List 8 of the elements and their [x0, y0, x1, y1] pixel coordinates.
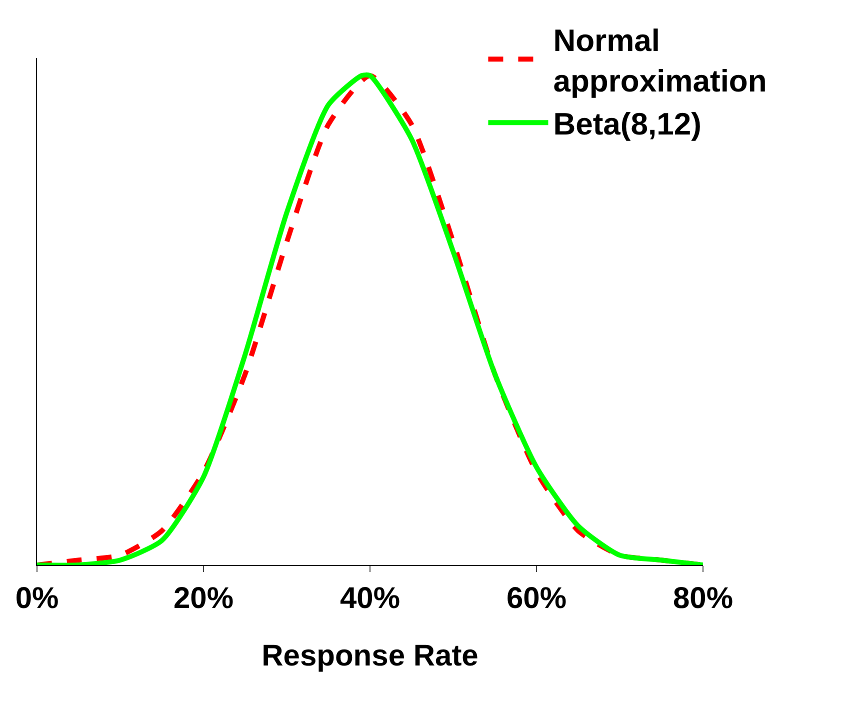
legend-label: Beta(8,12) — [553, 106, 702, 142]
x-tick-label: 40% — [340, 582, 400, 615]
x-tick-label: 20% — [173, 582, 234, 615]
x-tick-label: 80% — [672, 582, 734, 615]
x-tick-label: 0% — [15, 582, 59, 615]
legend-label: Normal approximation — [553, 23, 767, 98]
x-tick-label: 60% — [506, 582, 567, 615]
x-axis-title: Response Rate — [262, 640, 478, 672]
